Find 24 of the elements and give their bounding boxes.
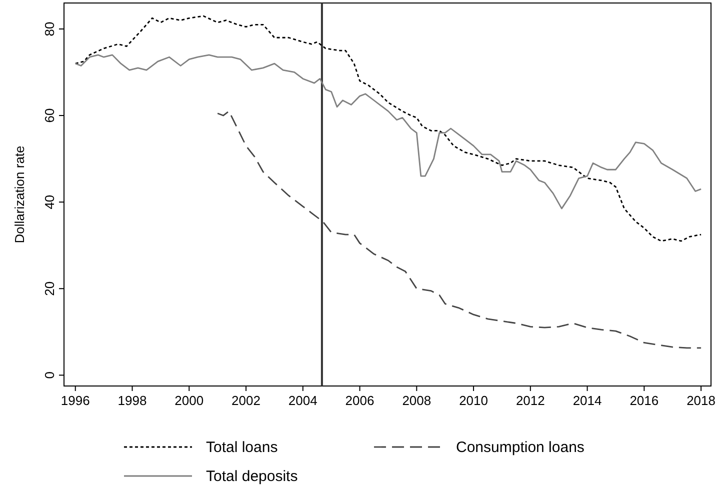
line-series: [74, 15, 702, 242]
x-tick-label: 2016: [630, 393, 659, 408]
x-tick-label: 2008: [402, 393, 432, 408]
legend-label: Total loans: [206, 439, 278, 456]
x-tick-label: 1998: [118, 393, 147, 408]
y-tick-label: 40: [42, 194, 57, 210]
y-tick-label: 20: [42, 281, 57, 296]
line-series: [216, 110, 702, 349]
y-tick-label: 60: [42, 108, 57, 123]
legend-label: Consumption loans: [456, 439, 584, 456]
x-tick-label: 2002: [232, 393, 260, 408]
line-series: [74, 54, 702, 210]
y-tick-label: 80: [42, 22, 57, 36]
y-tick-label: 0: [42, 372, 57, 379]
x-tick-label: 2014: [572, 393, 602, 408]
x-tick-label: 2006: [345, 393, 374, 408]
x-tick-label: 2000: [174, 393, 204, 408]
x-tick-label: 2010: [459, 393, 488, 408]
x-tick-label: 2012: [516, 393, 545, 408]
legend-label: Total deposits: [206, 468, 298, 485]
x-tick-label: 2004: [288, 393, 318, 408]
x-tick-label: 1996: [60, 393, 90, 408]
x-tick-label: 2018: [686, 393, 716, 408]
y-axis-title: Dollarization rate: [12, 146, 27, 244]
